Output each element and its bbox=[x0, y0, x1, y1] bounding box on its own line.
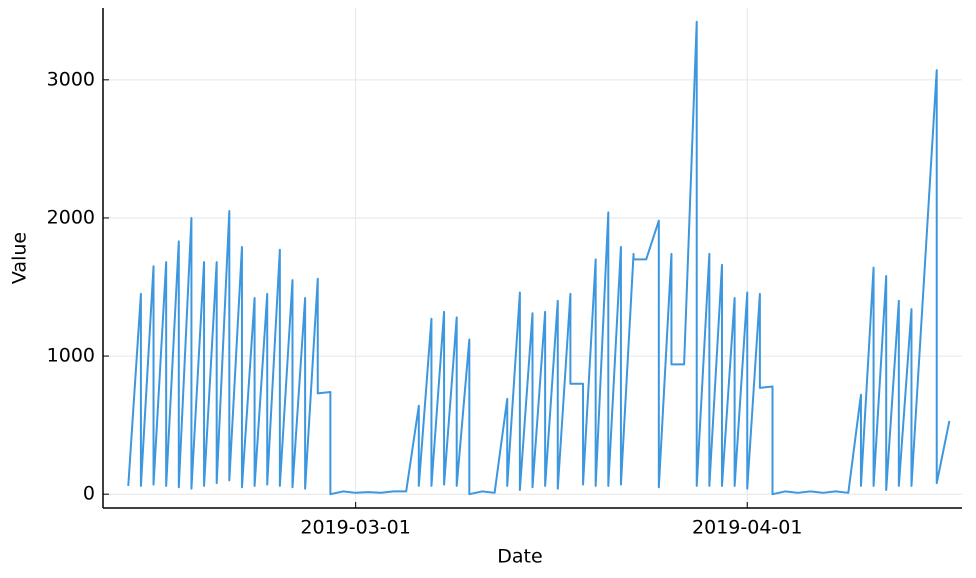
x-tick-label: 2019-04-01 bbox=[692, 517, 802, 539]
x-tick-label: 2019-03-01 bbox=[300, 517, 410, 539]
y-axis-label: Value bbox=[9, 232, 31, 284]
y-tick-label: 0 bbox=[83, 483, 95, 505]
data-line bbox=[127, 20, 951, 496]
y-tick-label: 2000 bbox=[47, 206, 95, 228]
y-tick-label: 1000 bbox=[47, 345, 95, 367]
x-axis-label: Date bbox=[497, 546, 542, 568]
y-tick-label: 3000 bbox=[47, 68, 95, 90]
